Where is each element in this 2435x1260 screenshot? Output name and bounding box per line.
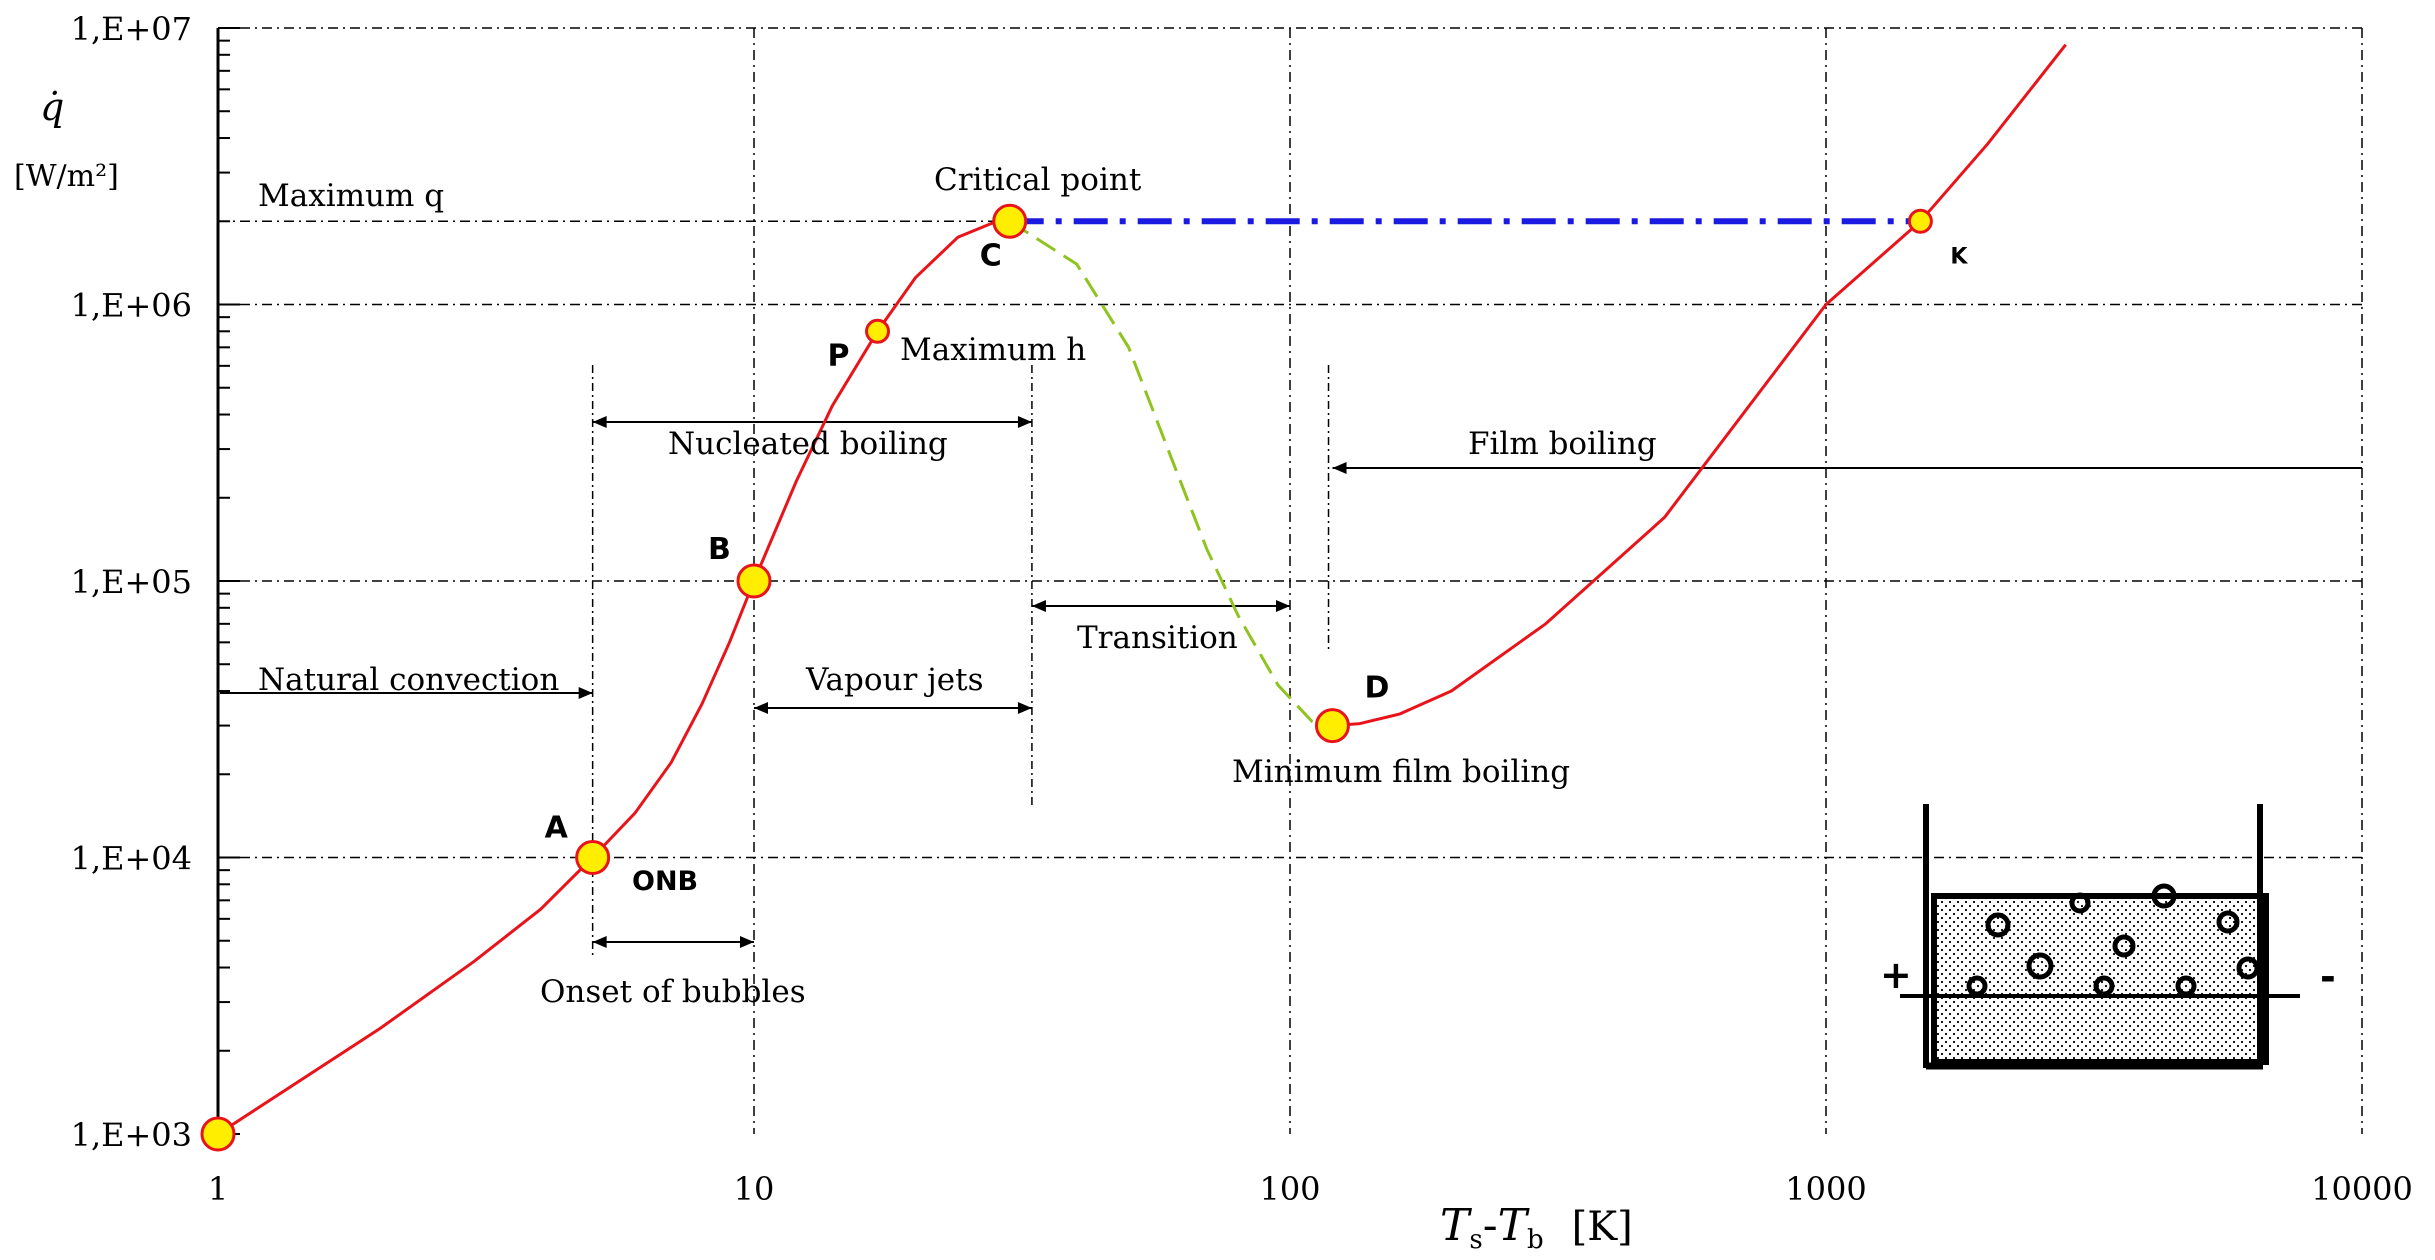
xlabel-unit: [K] [1572,1204,1633,1250]
annotation-nucleated-boiling: Nucleated boiling [668,426,948,462]
annotation-natural-convection: Natural convection [258,662,559,698]
xlabel-t2: T [1498,1200,1531,1251]
annotation-film-boiling: Film boiling [1468,426,1657,462]
xlabel-s2: b [1527,1225,1544,1255]
arrow-head [1031,600,1046,612]
x-tick-label: 100 [1259,1170,1320,1208]
bubble [2236,956,2260,980]
boiling-vessel-diagram: + - [1880,804,2336,1070]
annotation-maximum-q: Maximum q [258,178,444,214]
heater-plus: + [1880,953,1912,997]
bubble [1966,975,1988,997]
series-line-2 [1332,43,2067,728]
annotation-onset-of-bubbles: Onset of bubbles [540,974,806,1010]
heater-minus: - [2320,955,2336,999]
series [217,43,2067,1136]
point-label-p: P [828,338,850,373]
xlabel-dash: - [1483,1200,1498,1251]
point-marker-c [992,203,1028,239]
point-label-k: K [1950,244,1968,269]
arrow-head [1017,702,1032,714]
x-tick-labels: 1 10 100 1000 10000 [208,1170,2413,1208]
arrow-head [740,936,754,948]
annotation-transition: Transition [1077,620,1238,656]
bubble [2216,910,2240,934]
marked-points: A B P C D K [200,203,1968,1152]
y-tick-label: 1,E+03 [71,1116,192,1154]
bubble [2151,883,2177,909]
arrow-head [1017,416,1032,428]
point-label-b: B [708,532,731,567]
point-label-c: C [980,238,1002,273]
ylabel-unit: [W/m²] [14,159,119,194]
point-marker-p [865,318,891,344]
x-tick-label: 10 [734,1170,775,1208]
point-marker-origin [200,1116,236,1152]
point-marker-a [575,840,611,875]
series-line-0 [217,219,1010,1136]
arrow-head [592,416,607,428]
point-marker-k [1907,208,1933,234]
annotation-maximum-h: Maximum h [900,332,1086,368]
ylabel-symbol: q̇ [40,85,64,129]
bubble [2069,892,2091,914]
bubble [2093,975,2115,997]
y-tick-label: 1,E+07 [71,10,192,48]
y-tick-labels: 1,E+03 1,E+04 1,E+05 1,E+06 1,E+07 [71,10,192,1154]
arrow-head [592,936,607,948]
bubble [1985,912,2011,938]
bubble [2175,975,2197,997]
arrow-head [754,702,768,714]
x-tick-label: 1000 [1785,1170,1866,1208]
y-tick-label: 1,E+05 [71,563,192,601]
bubble [2026,952,2054,980]
bubble [2112,934,2136,958]
annotation-vapour-jets: Vapour jets [805,662,984,698]
arrow-head [578,687,593,699]
arrow-head [1332,462,1347,474]
point-label-d: D [1364,671,1389,706]
point-marker-d [1314,708,1350,744]
point-marker-b [736,563,772,599]
xlabel-t1: T [1440,1200,1473,1251]
xlabel-s1: s [1469,1225,1482,1255]
annotation-onb: ONB [632,866,698,897]
y-tick-label: 1,E+06 [71,287,192,325]
annotation-critical-point: Critical point [934,162,1142,198]
point-label-a: A [545,811,569,846]
x-tick-label: 1 [208,1170,228,1208]
annotation-minimum-film-boiling: Minimum film boiling [1232,754,1570,790]
y-tick-label: 1,E+04 [71,840,192,878]
x-tick-label: 10000 [2311,1170,2413,1208]
xlabel: Ts-Tb [K] [1440,1200,1633,1255]
series-line-1 [1008,220,1333,728]
arrow-head [1276,600,1290,612]
